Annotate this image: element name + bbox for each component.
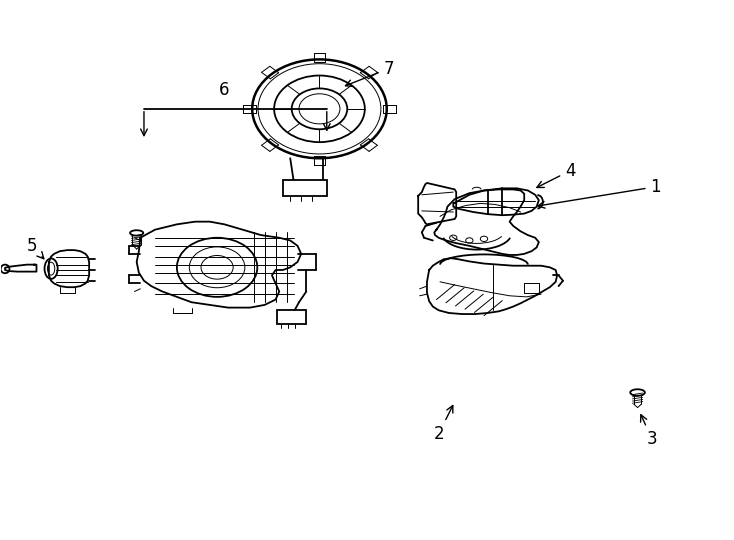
Text: 6: 6	[219, 81, 230, 99]
FancyBboxPatch shape	[283, 180, 327, 196]
FancyBboxPatch shape	[277, 310, 306, 323]
Text: 3: 3	[641, 415, 658, 448]
Text: 2: 2	[433, 406, 453, 443]
Text: 7: 7	[346, 59, 394, 86]
Text: 5: 5	[27, 237, 44, 259]
Text: 4: 4	[537, 161, 575, 187]
Text: 1: 1	[538, 178, 661, 208]
